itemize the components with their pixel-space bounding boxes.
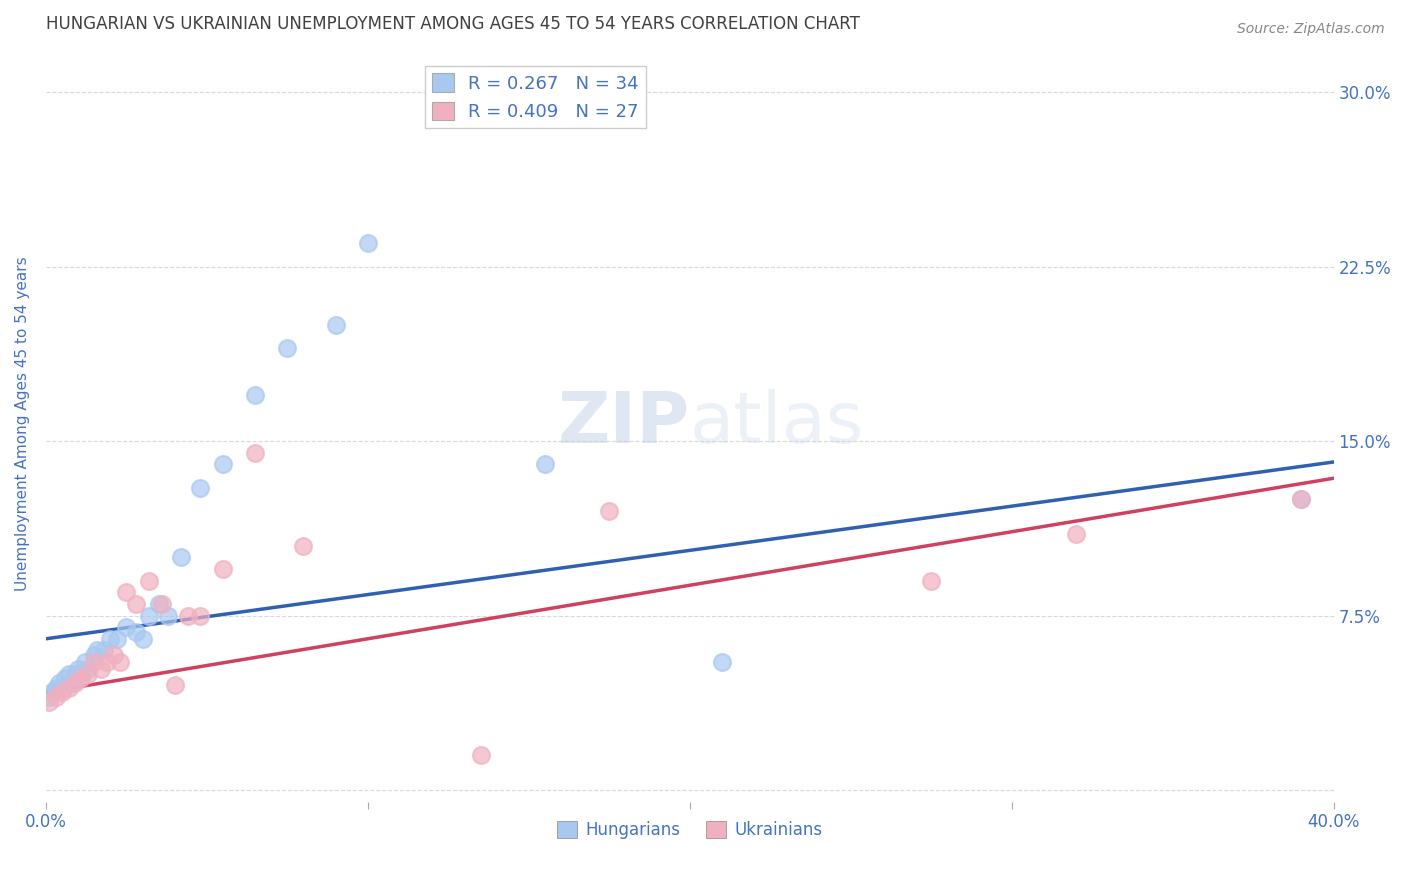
- Point: [150, 597, 173, 611]
- Point: [125, 597, 148, 611]
- Point: [53, 671, 76, 685]
- Point: [131, 632, 153, 646]
- Point: [70, 666, 93, 681]
- Point: [45, 681, 67, 695]
- Point: [90, 662, 112, 676]
- Point: [125, 624, 148, 639]
- Point: [58, 666, 80, 681]
- Point: [292, 539, 315, 553]
- Point: [45, 690, 67, 704]
- Point: [1291, 492, 1313, 507]
- Point: [190, 608, 212, 623]
- Text: Source: ZipAtlas.com: Source: ZipAtlas.com: [1237, 22, 1385, 37]
- Point: [83, 655, 105, 669]
- Point: [86, 643, 108, 657]
- Point: [38, 690, 60, 704]
- Text: ZIP: ZIP: [558, 389, 690, 458]
- Point: [920, 574, 942, 588]
- Point: [1291, 492, 1313, 507]
- Point: [176, 608, 198, 623]
- Point: [63, 666, 86, 681]
- Point: [51, 685, 73, 699]
- Legend: Hungarians, Ukrainians: Hungarians, Ukrainians: [551, 814, 828, 847]
- Point: [115, 585, 138, 599]
- Point: [93, 643, 115, 657]
- Y-axis label: Unemployment Among Ages 45 to 54 years: Unemployment Among Ages 45 to 54 years: [15, 256, 30, 591]
- Point: [105, 632, 128, 646]
- Point: [212, 562, 235, 576]
- Point: [245, 446, 267, 460]
- Point: [534, 458, 557, 472]
- Point: [190, 481, 212, 495]
- Point: [163, 678, 186, 692]
- Point: [710, 655, 733, 669]
- Point: [148, 597, 170, 611]
- Point: [60, 676, 83, 690]
- Point: [73, 655, 96, 669]
- Point: [58, 681, 80, 695]
- Point: [245, 387, 267, 401]
- Point: [70, 671, 93, 685]
- Point: [138, 574, 160, 588]
- Point: [157, 608, 180, 623]
- Text: atlas: atlas: [690, 389, 865, 458]
- Point: [170, 550, 193, 565]
- Point: [67, 662, 90, 676]
- Point: [115, 620, 138, 634]
- Point: [325, 318, 347, 332]
- Point: [41, 685, 63, 699]
- Point: [212, 458, 235, 472]
- Point: [83, 648, 105, 662]
- Point: [76, 666, 98, 681]
- Point: [108, 655, 131, 669]
- Point: [96, 655, 118, 669]
- Point: [98, 632, 121, 646]
- Point: [51, 682, 73, 697]
- Point: [103, 648, 125, 662]
- Point: [357, 236, 380, 251]
- Point: [276, 341, 298, 355]
- Point: [470, 747, 492, 762]
- Point: [76, 662, 98, 676]
- Point: [138, 608, 160, 623]
- Point: [1064, 527, 1087, 541]
- Point: [38, 695, 60, 709]
- Point: [63, 676, 86, 690]
- Text: HUNGARIAN VS UKRAINIAN UNEMPLOYMENT AMONG AGES 45 TO 54 YEARS CORRELATION CHART: HUNGARIAN VS UKRAINIAN UNEMPLOYMENT AMON…: [46, 15, 860, 33]
- Point: [598, 504, 620, 518]
- Point: [48, 676, 70, 690]
